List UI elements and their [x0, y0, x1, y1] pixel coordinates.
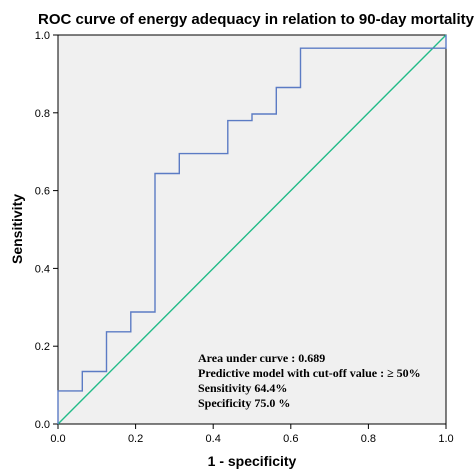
y-tick-label: 0.8	[35, 108, 50, 120]
y-tick-label: 0.4	[35, 263, 50, 275]
x-tick-label: 0.4	[206, 433, 221, 445]
roc-curve-line	[57, 35, 447, 424]
annotation-line: Area under curve : 0.689	[198, 351, 325, 365]
x-axis-label: 1 - specificity	[208, 453, 297, 469]
reference-diagonal-line	[57, 34, 447, 425]
y-tick-label: 0.2	[35, 341, 50, 353]
x-tick-label: 0.0	[50, 433, 65, 445]
annotation-line: Sensitivity 64.4%	[198, 381, 287, 395]
series-layer	[57, 34, 447, 425]
y-axis-label: Sensitivity	[9, 194, 25, 264]
x-tick-label: 0.8	[361, 433, 376, 445]
annotation-line: Specificity 75.0 %	[198, 396, 290, 410]
chart-title: ROC curve of energy adequacy in relation…	[38, 11, 474, 28]
x-tick-label: 1.0	[438, 433, 453, 445]
x-tick-label: 0.2	[128, 433, 143, 445]
annotation-line: Predictive model with cut-off value : ≥ …	[198, 366, 421, 380]
y-axis-ticks: 0.0 0.2 0.4 0.6 0.8 1.0	[35, 30, 58, 431]
y-tick-label: 1.0	[35, 30, 50, 42]
y-tick-label: 0.0	[35, 419, 50, 431]
y-tick-label: 0.6	[35, 186, 50, 198]
x-tick-label: 0.6	[283, 433, 298, 445]
x-axis-ticks: 0.0 0.2 0.4 0.6 0.8 1.0	[50, 424, 454, 445]
